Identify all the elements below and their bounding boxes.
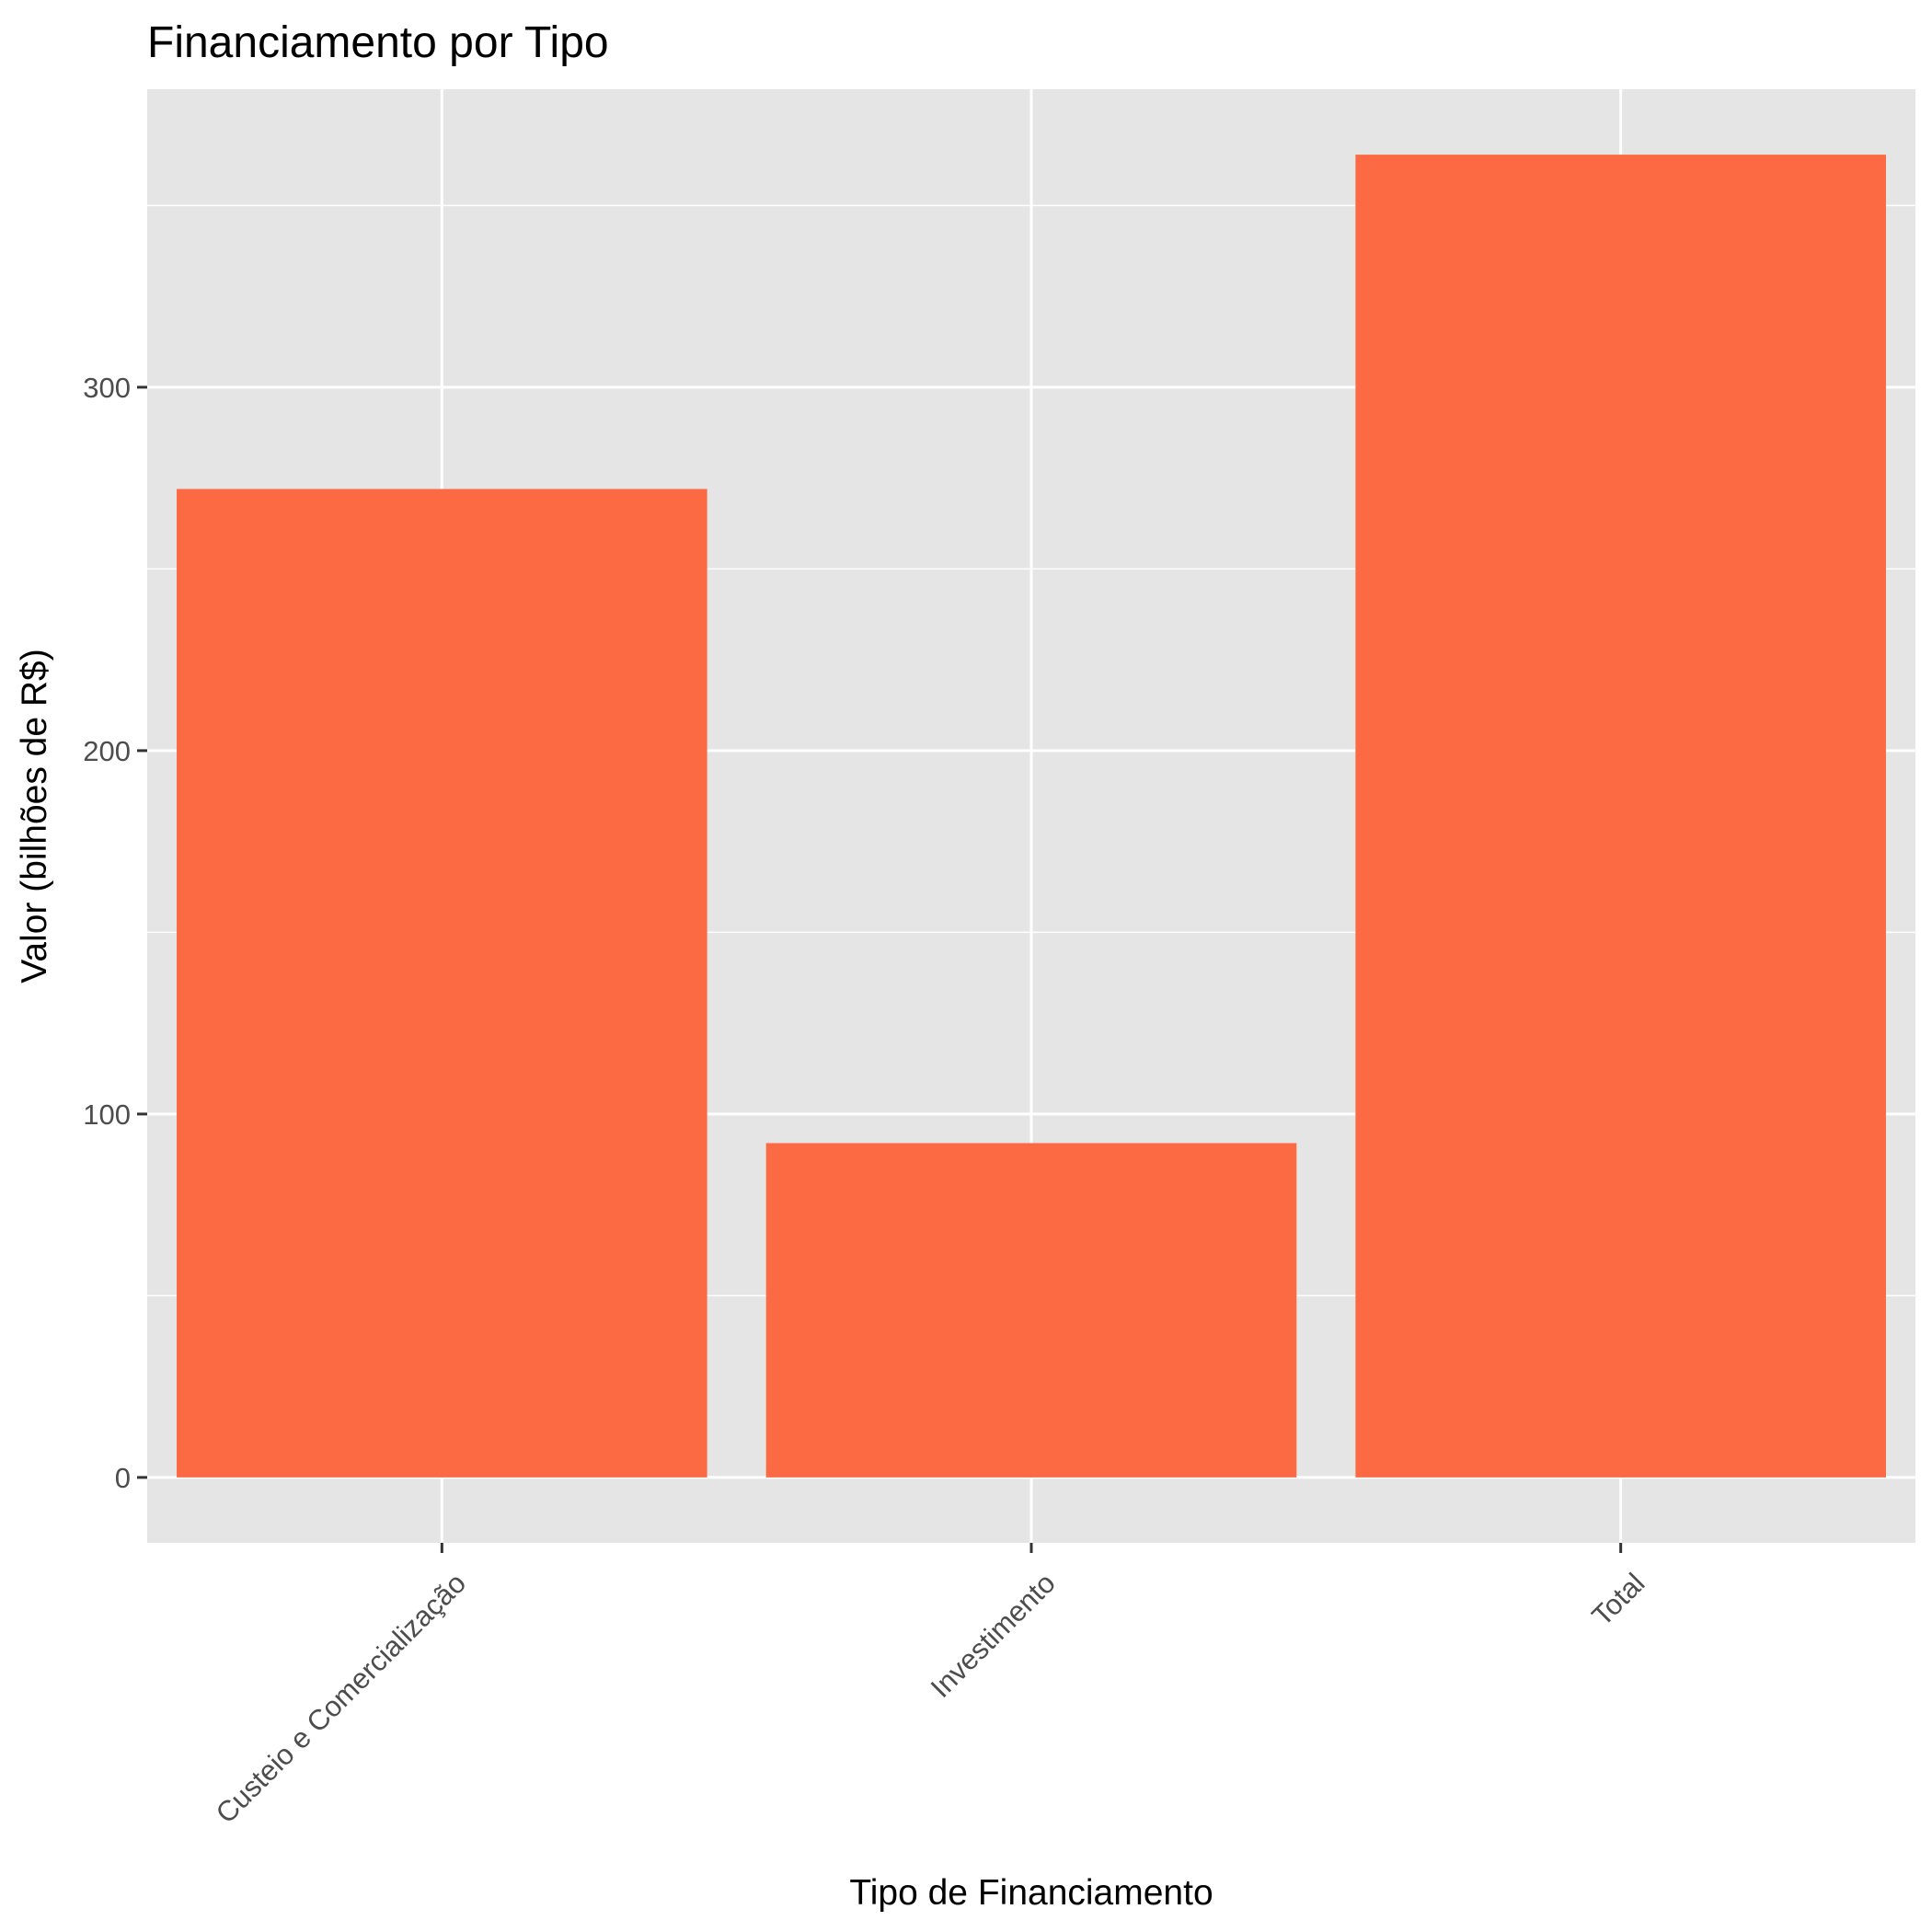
chart-title: Financiamento por Tipo [147,18,609,67]
bar [765,1143,1297,1478]
bars [177,155,1886,1478]
bar [177,489,707,1478]
y-tick-label: 0 [115,1462,131,1494]
bar [1355,155,1886,1478]
x-tick-label: Total [1585,1567,1650,1632]
y-axis: 0 100 200 300 [83,372,147,1494]
x-tick-label: Custeio e Comercialização [210,1567,472,1829]
y-axis-title: Valor (bilhões de R$) [15,649,54,983]
y-tick-label: 300 [83,372,131,404]
x-tick-label: Investimento [925,1567,1062,1704]
y-tick-label: 100 [83,1098,131,1131]
x-axis: Custeio e Comercialização Investimento Tot… [210,1543,1650,1830]
y-tick-label: 200 [83,735,131,767]
x-axis-title: Tipo de Financiamento [849,1873,1213,1913]
